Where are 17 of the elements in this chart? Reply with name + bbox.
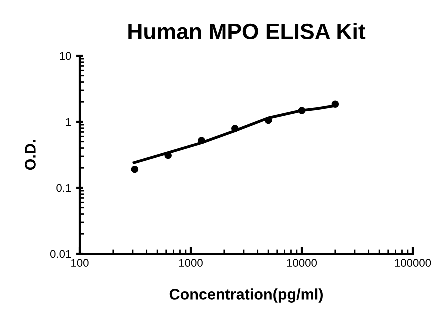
- point: [298, 107, 306, 114]
- x-tick-label: 10000: [287, 259, 318, 268]
- y-tick-label: 0.1: [56, 184, 72, 192]
- y-axis-title: O.D.: [25, 140, 36, 170]
- y-tick-label: 1: [66, 118, 72, 126]
- point: [264, 116, 272, 124]
- x-tick-label: 100: [72, 259, 89, 268]
- x-tick-label: 100000: [395, 259, 432, 268]
- chart-title: Human MPO ELISA Kit: [128, 23, 366, 40]
- point: [232, 125, 239, 132]
- x-tick-label: 1000: [179, 259, 203, 268]
- point: [131, 166, 139, 174]
- x-axis-title: Concentration(pg/ml): [170, 288, 323, 303]
- point: [332, 100, 340, 108]
- point: [198, 137, 206, 144]
- y-tick-label: 0.01: [50, 250, 72, 258]
- y-tick-label: 10: [60, 52, 72, 60]
